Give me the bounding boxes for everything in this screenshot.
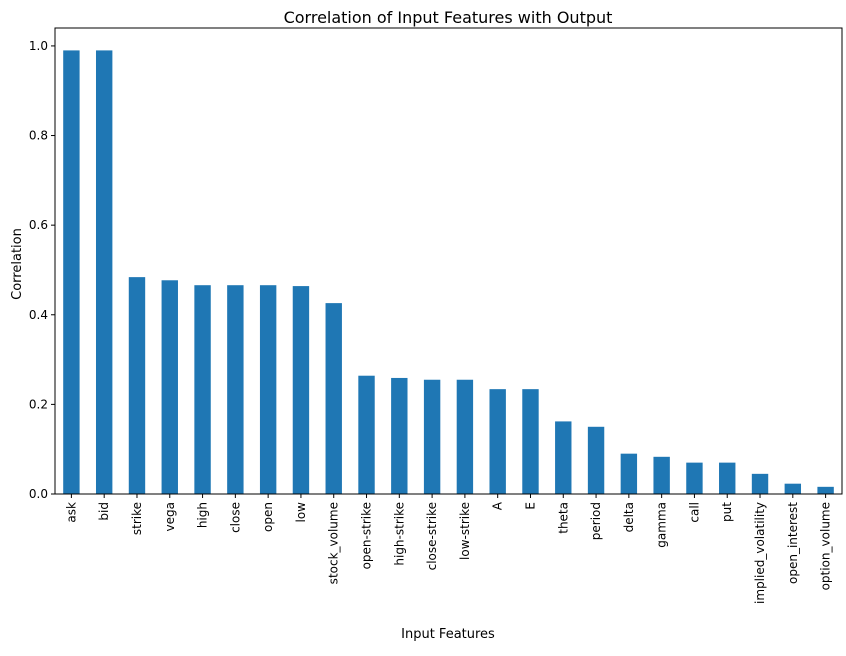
x-tick-label: high: [196, 502, 210, 528]
x-tick-label: delta: [622, 502, 636, 532]
bar-low: [292, 286, 310, 494]
x-tick-label: low-strike: [458, 502, 472, 560]
bar-call: [686, 462, 703, 494]
x-tick-label: stock_volume: [327, 502, 341, 584]
y-tick-label: 0.4: [29, 308, 48, 322]
bar-put: [719, 462, 736, 494]
bar-strike: [128, 277, 146, 494]
plot-frame: [54, 27, 843, 495]
x-tick-label: E: [523, 502, 537, 510]
x-tick-label: close: [228, 502, 242, 533]
bar-ask: [63, 50, 80, 495]
y-axis-label: Correlation: [10, 228, 25, 300]
bar-open-strike: [358, 375, 375, 494]
bar-gamma: [653, 456, 670, 494]
bars-layer: [63, 50, 834, 495]
x-axis-label: Input Features: [401, 627, 495, 642]
x-tick-label: bid: [97, 502, 111, 521]
x-tick-label: low: [294, 502, 308, 523]
bar-high: [194, 285, 211, 494]
y-tick-label: 1.0: [29, 39, 48, 53]
bar-E: [522, 389, 539, 494]
bar-open: [259, 285, 277, 494]
y-tick-label: 0.2: [29, 397, 48, 411]
bar-A: [489, 389, 506, 494]
bar-implied_volatility: [751, 473, 769, 494]
bar-close-strike: [423, 379, 441, 494]
x-tick-label: high-strike: [392, 502, 406, 566]
x-tick-label: period: [589, 502, 603, 540]
bar-bid: [95, 50, 113, 495]
x-tick-label: option_volume: [819, 502, 833, 590]
x-tick-label: A: [491, 501, 505, 510]
y-tick-label: 0.0: [29, 487, 48, 501]
x-tick-label: call: [687, 502, 701, 523]
bar-option_volume: [817, 486, 834, 494]
bar-period: [587, 426, 605, 494]
chart-title: Correlation of Input Features with Outpu…: [284, 8, 613, 27]
x-tick-label: gamma: [655, 502, 669, 548]
bar-low-strike: [456, 379, 474, 494]
x-tick-label: strike: [130, 502, 144, 535]
bar-delta: [620, 453, 638, 494]
x-tick-label: implied_volatility: [753, 502, 767, 604]
x-tick-label: open-strike: [360, 502, 374, 569]
x-axis: ask bid strike vega high close open low stock_vo…: [64, 494, 833, 604]
bar-high-strike: [391, 377, 408, 494]
x-tick-label: open_interest: [786, 502, 800, 584]
x-tick-label: vega: [163, 502, 177, 531]
x-tick-label: put: [720, 502, 734, 522]
y-axis: 0.0 0.2 0.4 0.6 0.8 1.0: [29, 39, 55, 501]
x-tick-label: open: [261, 502, 275, 532]
x-tick-label: ask: [64, 502, 78, 523]
bar-close: [227, 285, 244, 494]
bar-vega: [161, 280, 178, 494]
y-tick-label: 0.8: [29, 129, 48, 143]
bar-open_interest: [784, 483, 802, 494]
bar-theta: [555, 421, 572, 494]
bar-stock_volume: [325, 303, 342, 494]
x-tick-label: close-strike: [425, 502, 439, 570]
y-tick-label: 0.6: [29, 218, 48, 232]
x-tick-label: theta: [556, 502, 570, 534]
